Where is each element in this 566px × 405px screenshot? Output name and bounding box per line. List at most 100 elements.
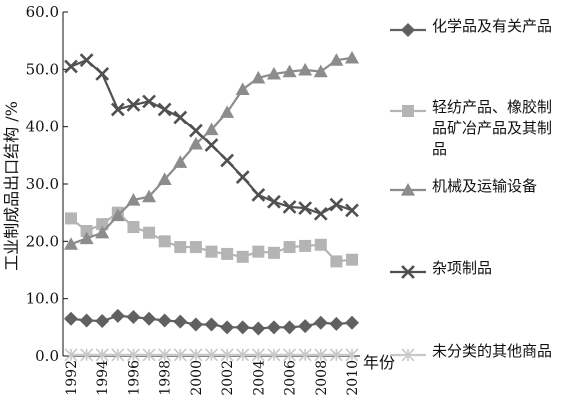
- series-3-point: [157, 172, 172, 186]
- series-5-point: [158, 348, 172, 362]
- series-4-point: [235, 170, 250, 184]
- series-3-point: [173, 155, 188, 168]
- series-1-point: [142, 311, 157, 326]
- series-3-point: [282, 64, 297, 78]
- series-3-point: [345, 50, 359, 64]
- series-5-point: [345, 348, 359, 362]
- chart-axes: 0.0 10.0 20.0 30.0 40.0 50.0 60.0 1992 1994 1996 1…: [26, 3, 361, 396]
- legend-label: 轻纺产品、橡胶制品矿冶产品及其制品: [432, 98, 553, 158]
- series-5: [64, 348, 359, 362]
- legend-swatch: [390, 23, 426, 37]
- series-3-point: [266, 66, 281, 80]
- x-tick-label: 1998: [158, 360, 174, 396]
- series-3-point: [313, 64, 328, 78]
- series-3-point: [204, 122, 219, 136]
- series-5-point: [283, 348, 297, 362]
- series-3-point: [79, 231, 94, 245]
- series-1-point: [188, 317, 203, 332]
- series-1: [64, 308, 359, 336]
- x-tick-label: 2008: [314, 360, 330, 396]
- series-3-point: [298, 62, 313, 76]
- series-4: [64, 53, 359, 221]
- x-tick-label: 2004: [251, 360, 267, 396]
- y-tick-label: 20.0: [26, 232, 59, 250]
- series-2-point: [174, 241, 187, 254]
- series-5-point: [298, 348, 312, 362]
- series-4-point: [157, 102, 172, 117]
- x-tick-label: 1994: [95, 360, 111, 396]
- x-tick-label: 2006: [283, 360, 299, 396]
- series-3-point: [220, 105, 235, 118]
- legend-marker: [401, 23, 415, 37]
- series-3-point: [64, 237, 78, 250]
- series-1-point: [126, 310, 141, 325]
- series-1-point: [235, 320, 250, 335]
- series-4-point: [251, 188, 266, 202]
- series-1-point: [95, 314, 110, 329]
- series-3-point: [95, 225, 110, 239]
- y-tick-label: 60.0: [26, 3, 59, 21]
- series-4-point: [313, 206, 328, 221]
- series-2-point: [299, 239, 312, 252]
- x-tick-label: 2000: [189, 360, 205, 396]
- series-4-point: [189, 123, 203, 138]
- legend-label: 机械及运输设备: [432, 177, 538, 195]
- legend-swatch: [390, 348, 426, 362]
- y-tick-label: 30.0: [26, 175, 59, 193]
- series-5-point: [80, 348, 94, 362]
- x-axis-title: 年份: [363, 353, 395, 372]
- legend-swatch: [390, 105, 426, 117]
- y-axis-title: 工业制成品出口结构 /%: [2, 101, 21, 271]
- series-2: [65, 206, 358, 268]
- series-1-point: [345, 315, 359, 330]
- legend-marker: [402, 105, 414, 117]
- legend-label: 未分类的其他商品: [432, 342, 553, 360]
- series-1-point: [204, 317, 219, 332]
- series-4-point: [126, 98, 141, 112]
- legend-marker: [401, 183, 415, 196]
- series-1-point: [173, 314, 188, 329]
- series-4-line: [70, 58, 353, 216]
- series-4-point: [329, 197, 344, 212]
- series-4-point: [345, 203, 359, 218]
- series-3: [64, 50, 359, 250]
- x-tick-label: 2002: [220, 360, 236, 396]
- series-4-point: [79, 53, 94, 68]
- series-2-point: [346, 253, 358, 266]
- series-1-point: [79, 313, 94, 328]
- series-2-point: [189, 241, 202, 254]
- series-1-point: [266, 320, 281, 335]
- legend-label: 杂项制品: [432, 259, 493, 277]
- series-2-point: [283, 241, 296, 254]
- series-5-point: [111, 348, 125, 362]
- series-2-point: [330, 255, 343, 268]
- series-2-point: [143, 226, 156, 239]
- series-5-point: [64, 348, 78, 362]
- series-5-point: [173, 348, 187, 362]
- series-1-point: [329, 316, 344, 331]
- series-2-point: [65, 212, 77, 225]
- x-tick-label: 2010: [345, 360, 361, 396]
- series-3-point: [251, 70, 266, 84]
- legend-marker: [401, 265, 415, 279]
- series-3-point: [188, 136, 203, 150]
- series-5-point: [314, 348, 328, 362]
- series-1-point: [282, 320, 297, 335]
- series-2-point: [236, 250, 249, 263]
- series-5-point: [126, 348, 140, 362]
- legend-swatch: [390, 183, 426, 196]
- series-5-point: [267, 348, 281, 362]
- series-5-point: [329, 348, 343, 362]
- series-5-point: [251, 348, 265, 362]
- series-1-point: [298, 319, 313, 334]
- series-5-point: [220, 348, 234, 362]
- series-2-point: [205, 245, 218, 258]
- x-tick-label: 1996: [126, 360, 142, 396]
- series-4-point: [142, 94, 156, 109]
- series-5-point: [95, 348, 109, 362]
- series-1-point: [313, 315, 328, 330]
- series-4-point: [204, 138, 219, 152]
- series-4-point: [220, 153, 234, 168]
- series-4-point: [298, 201, 313, 215]
